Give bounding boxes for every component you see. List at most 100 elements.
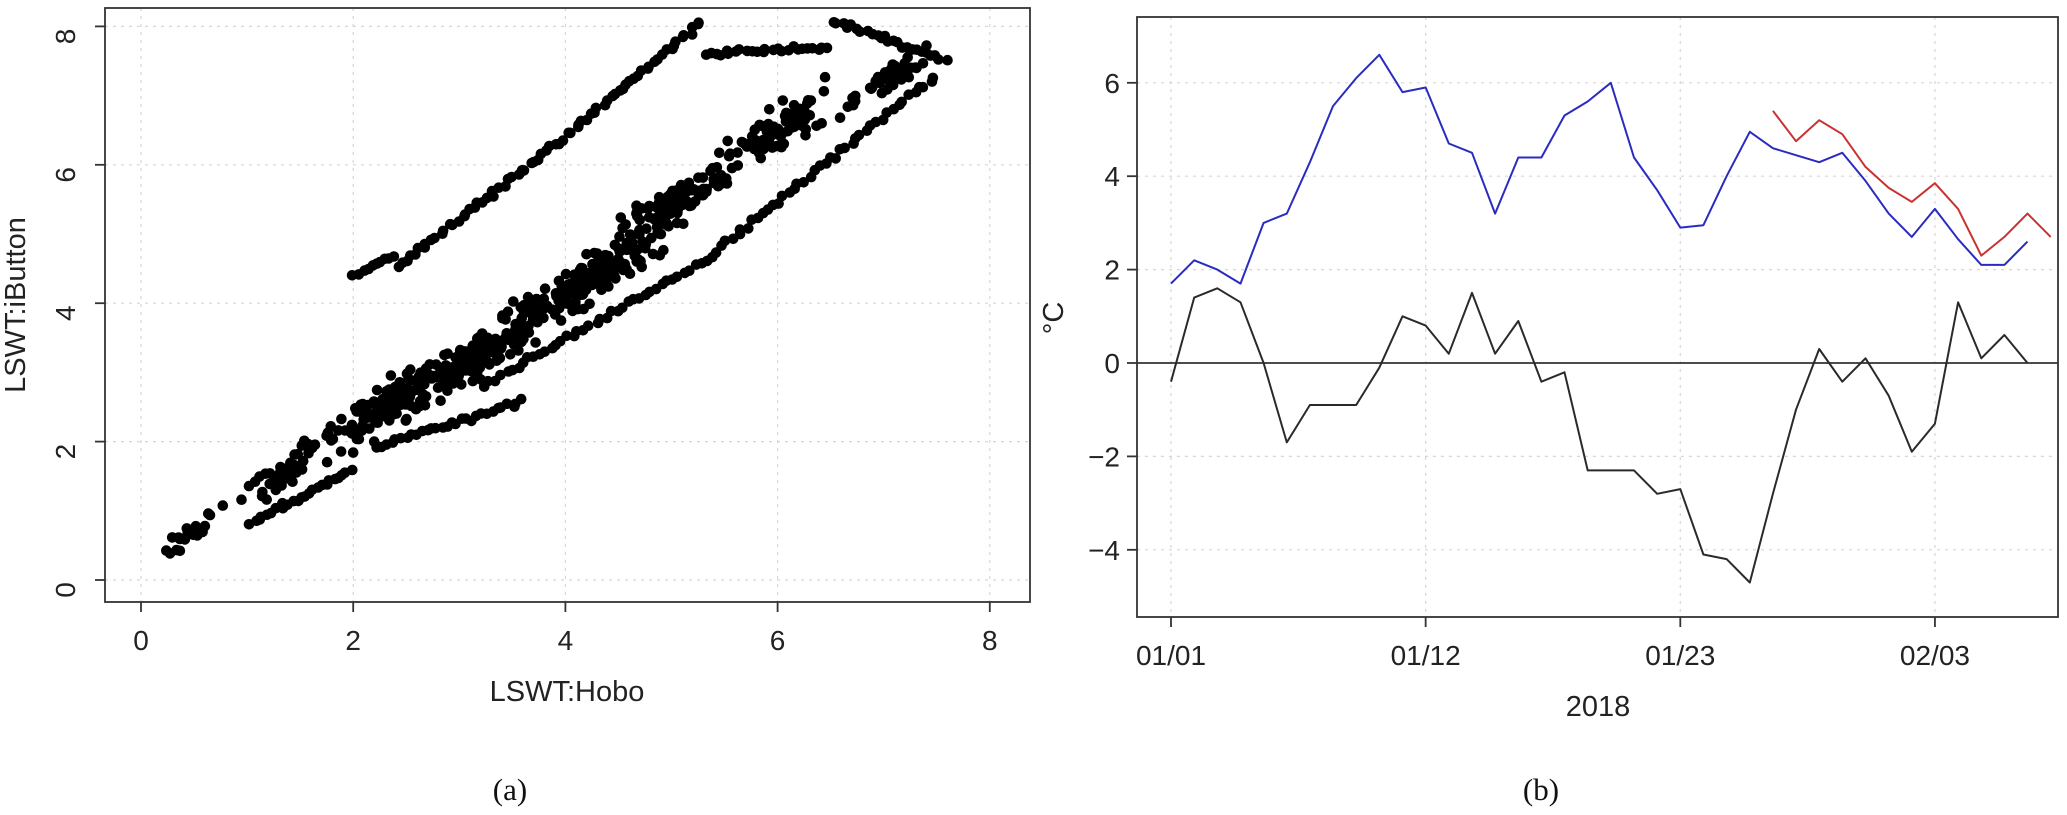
scatter-point bbox=[516, 312, 528, 324]
scatter-point bbox=[830, 153, 841, 164]
scatter-point bbox=[651, 201, 662, 213]
scatter-point bbox=[751, 135, 762, 147]
scatter-point bbox=[204, 509, 216, 521]
x-tick-label: 01/12 bbox=[1391, 640, 1461, 671]
scatter-point bbox=[773, 124, 784, 136]
y-tick-label: 0 bbox=[50, 582, 81, 598]
scatter-point bbox=[406, 400, 417, 412]
scatter-point bbox=[821, 42, 833, 54]
x-axis-label: 2018 bbox=[1566, 691, 1631, 723]
scatter-point bbox=[839, 142, 850, 154]
scatter-point bbox=[467, 375, 479, 387]
scatter-point bbox=[438, 380, 450, 392]
scatter-point bbox=[942, 54, 953, 66]
scatter-point bbox=[834, 112, 846, 123]
scatter-point bbox=[347, 447, 359, 458]
scatter-point bbox=[297, 455, 309, 467]
scatter-point bbox=[678, 218, 689, 230]
scatter-point bbox=[816, 118, 827, 129]
scatter-point bbox=[562, 279, 574, 291]
scatter-point bbox=[508, 339, 520, 350]
scatter-point bbox=[560, 268, 572, 280]
scatter-point bbox=[749, 124, 761, 135]
x-tick-label: 8 bbox=[982, 625, 998, 656]
scatter-point bbox=[771, 140, 783, 152]
y-tick-label: −2 bbox=[1088, 441, 1120, 472]
scatter-point bbox=[758, 143, 769, 155]
scatter-point bbox=[497, 313, 508, 324]
scatter-point bbox=[501, 328, 512, 339]
scatter-point bbox=[385, 370, 397, 381]
y-tick-label: 8 bbox=[50, 29, 81, 45]
plot-frame bbox=[1136, 16, 2059, 618]
scatter-point bbox=[429, 232, 440, 244]
scatter-point bbox=[283, 473, 295, 484]
scatter-point bbox=[818, 86, 830, 97]
scatter-point bbox=[684, 265, 695, 277]
scatter-point bbox=[574, 269, 585, 281]
scatter-point bbox=[714, 147, 725, 159]
scatter-point bbox=[819, 71, 831, 83]
scatter-point bbox=[582, 320, 594, 332]
scatter-point bbox=[733, 44, 745, 55]
scatter-point bbox=[895, 63, 907, 74]
scatter-point bbox=[798, 177, 809, 188]
series-line-3 bbox=[1170, 287, 2029, 584]
scatter-point bbox=[693, 185, 704, 197]
scatter-point bbox=[719, 235, 731, 247]
scatter-point bbox=[520, 322, 532, 333]
scatter-point bbox=[882, 67, 893, 78]
scatter-point bbox=[734, 224, 746, 235]
series-line-1 bbox=[1170, 53, 2029, 285]
scatter-point bbox=[641, 223, 652, 234]
x-tick-label: 2 bbox=[345, 625, 361, 656]
scatter-point bbox=[413, 380, 425, 391]
scatter-point bbox=[726, 162, 738, 174]
scatter-point bbox=[518, 165, 530, 176]
scatter-point bbox=[693, 17, 704, 29]
scatter-point bbox=[351, 406, 362, 417]
scatter-point bbox=[515, 393, 527, 405]
scatter-point bbox=[473, 332, 485, 343]
scatter-point bbox=[874, 72, 885, 84]
scatter-point bbox=[866, 82, 878, 93]
scatter-point bbox=[764, 104, 775, 115]
scatter-point bbox=[711, 162, 723, 173]
y-tick-label: 2 bbox=[1104, 255, 1120, 286]
scatter-point bbox=[743, 223, 754, 234]
scatter-point bbox=[613, 243, 624, 254]
scatter-point bbox=[557, 135, 569, 146]
scatter-point bbox=[480, 356, 492, 367]
scatter-point bbox=[587, 271, 599, 283]
scatter-point bbox=[388, 251, 400, 262]
scatter-point bbox=[667, 185, 678, 197]
scatter-point bbox=[421, 370, 433, 382]
scatter-point bbox=[617, 302, 628, 314]
scatter-point bbox=[336, 413, 347, 425]
scatter-panel: 0 2 4 6 8 0 2 4 6 8 LSWT:Hobo LSWT:iButton (a) bbox=[0, 7, 1031, 807]
scatter-point bbox=[578, 303, 589, 315]
y-tick-label: 0 bbox=[1104, 348, 1120, 379]
scatter-point bbox=[474, 362, 486, 374]
scatter-point bbox=[617, 222, 628, 234]
scatter-point bbox=[764, 132, 776, 143]
scatter-point bbox=[456, 379, 467, 390]
panel-label: (a) bbox=[493, 772, 527, 807]
scatter-point bbox=[591, 248, 603, 259]
scatter-point bbox=[651, 221, 663, 233]
scatter-point bbox=[917, 81, 929, 93]
scatter-point bbox=[371, 384, 383, 396]
scatter-point bbox=[564, 299, 575, 310]
scatter-point bbox=[447, 378, 459, 389]
scatter-point bbox=[527, 310, 539, 322]
scatter-point bbox=[624, 244, 636, 255]
scatter-point bbox=[636, 203, 647, 214]
scatter-point bbox=[217, 500, 229, 511]
scatter-point bbox=[515, 302, 527, 313]
scatter-point bbox=[842, 101, 854, 113]
scatter-point bbox=[607, 269, 618, 281]
scatter-point bbox=[452, 355, 463, 367]
scatter-point bbox=[367, 398, 379, 409]
scatter-point bbox=[615, 257, 626, 268]
